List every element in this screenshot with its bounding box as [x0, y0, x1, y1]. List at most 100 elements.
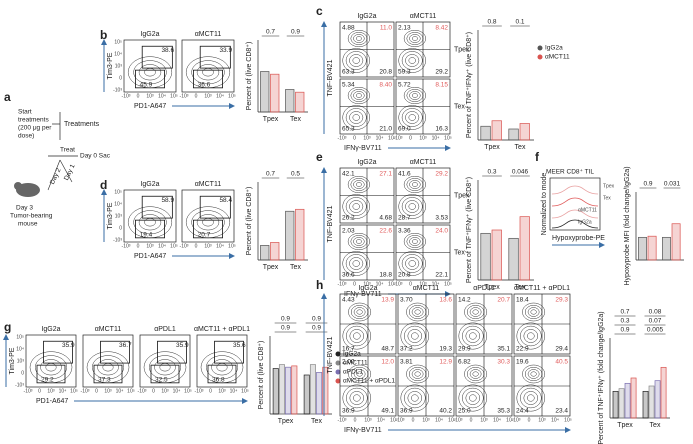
tick-label: -10³ [24, 388, 33, 394]
contour [408, 260, 416, 267]
tick-label: 10⁵ [127, 388, 135, 394]
bar [285, 89, 295, 113]
contour [353, 34, 365, 43]
contour [523, 329, 539, 343]
p-value: 0.9 [281, 325, 290, 332]
tick-label: 10³ [17, 358, 25, 364]
tick-label: 10⁴ [114, 51, 122, 57]
quadrant-value: 3.53 [435, 215, 448, 222]
quadrant-value: 16.7 [342, 346, 355, 353]
contour [347, 87, 370, 104]
tick-label: -10³ [338, 281, 347, 287]
contour [45, 363, 57, 372]
plot-frame [139, 334, 191, 388]
contour [191, 210, 225, 235]
p-value: 0.005 [647, 327, 664, 334]
y-axis-label: Percent of (live CD8⁺) [258, 341, 265, 410]
plot-title: αMCT11 + αPDL1 [194, 326, 250, 333]
contour [355, 36, 362, 41]
legend-swatch [335, 351, 341, 357]
column-title: IgG2a [357, 159, 376, 166]
contour [353, 91, 365, 100]
bar [648, 385, 655, 419]
contour [356, 309, 363, 315]
category-label: Tpex [484, 284, 500, 291]
quadrant-value: 48.7 [381, 346, 394, 353]
quadrant-value: 3.81 [400, 359, 413, 366]
tick-label: -10³ [122, 93, 131, 99]
p-value: 0.046 [512, 169, 529, 176]
p-value: 0.9 [312, 316, 321, 323]
p-value: 0.9 [281, 316, 290, 323]
contour [403, 30, 426, 47]
quadrant-value: 28.7 [398, 215, 411, 222]
gate [214, 340, 244, 364]
bar [260, 71, 270, 113]
bar [630, 377, 637, 419]
label: Day 0 Sac [80, 153, 111, 160]
gate-value: 20.7 [198, 231, 211, 238]
quadrant-value: 13.9 [381, 297, 394, 304]
contour [346, 387, 368, 409]
contour [411, 182, 418, 187]
quadrant-value: 25.0 [458, 408, 471, 415]
p-value: 0.7 [266, 171, 275, 178]
bar [624, 382, 631, 419]
tick-label: -10³ [113, 237, 122, 243]
contour [400, 322, 430, 350]
quadrant-value: 3.70 [400, 297, 413, 304]
quadrant-value: 24.0 [435, 228, 448, 235]
x-axis-label: IFNγ-BV711 [344, 145, 382, 152]
quadrant-value: 22.6 [379, 228, 392, 235]
quadrant-value: 14.2 [458, 297, 471, 304]
p-value: 0.7 [620, 309, 629, 316]
quadrant-value: 19.3 [439, 346, 452, 353]
bar [316, 372, 323, 415]
tick-label: 10³ [419, 281, 427, 287]
panel-letter: e [316, 150, 323, 164]
quadrant-value: 20.7 [497, 297, 510, 304]
bar [480, 125, 491, 141]
contour [403, 87, 426, 104]
tick-label: 10³ [146, 243, 154, 249]
gate-value: 38.6 [161, 47, 174, 54]
contour [401, 254, 423, 273]
column-title: αMCT11 [410, 159, 437, 166]
p-value: 0.9 [643, 181, 652, 188]
quadrant-value: 8.40 [379, 82, 392, 89]
tick-label: 10³ [204, 93, 212, 99]
contour [408, 57, 416, 64]
column-title: αPDL1 [473, 285, 495, 292]
tick-label: 0 [21, 370, 24, 376]
contour [144, 218, 156, 227]
quadrant-value: 20.8 [398, 272, 411, 279]
gate [141, 45, 173, 69]
bar [519, 123, 530, 141]
contour [465, 391, 481, 405]
quadrant-value: 29.9 [458, 346, 471, 353]
tick-label: 10⁵ [444, 135, 452, 141]
y-axis-label: Normalized to mode [541, 173, 548, 236]
tick-label: 10⁵ [184, 388, 192, 394]
bar [322, 366, 329, 415]
quadrant-value: 5.72 [398, 82, 411, 89]
bar [295, 208, 305, 261]
gate [141, 195, 173, 219]
tick-label: 10⁵ [170, 243, 178, 249]
contour [407, 391, 423, 405]
quadrant-value: 35.3 [497, 408, 510, 415]
tick-label: 10³ [47, 388, 55, 394]
contour [347, 176, 370, 193]
gate-value: 36.8 [212, 376, 225, 383]
bar [278, 364, 285, 415]
legend-label: αPDL1 [343, 369, 363, 376]
quadrant-value: 40.5 [555, 359, 568, 366]
contour [401, 197, 423, 216]
y-axis-label: Percent of TNF⁺IFNγ⁺ (live CD8⁺) [466, 32, 473, 138]
contour [345, 197, 367, 216]
column-title: αMCT11 [410, 13, 437, 20]
quadrant-value: 29.3 [555, 297, 568, 304]
contour [355, 93, 362, 98]
p-value: 0.5 [291, 171, 300, 178]
tick-label: 10⁵ [170, 93, 178, 99]
